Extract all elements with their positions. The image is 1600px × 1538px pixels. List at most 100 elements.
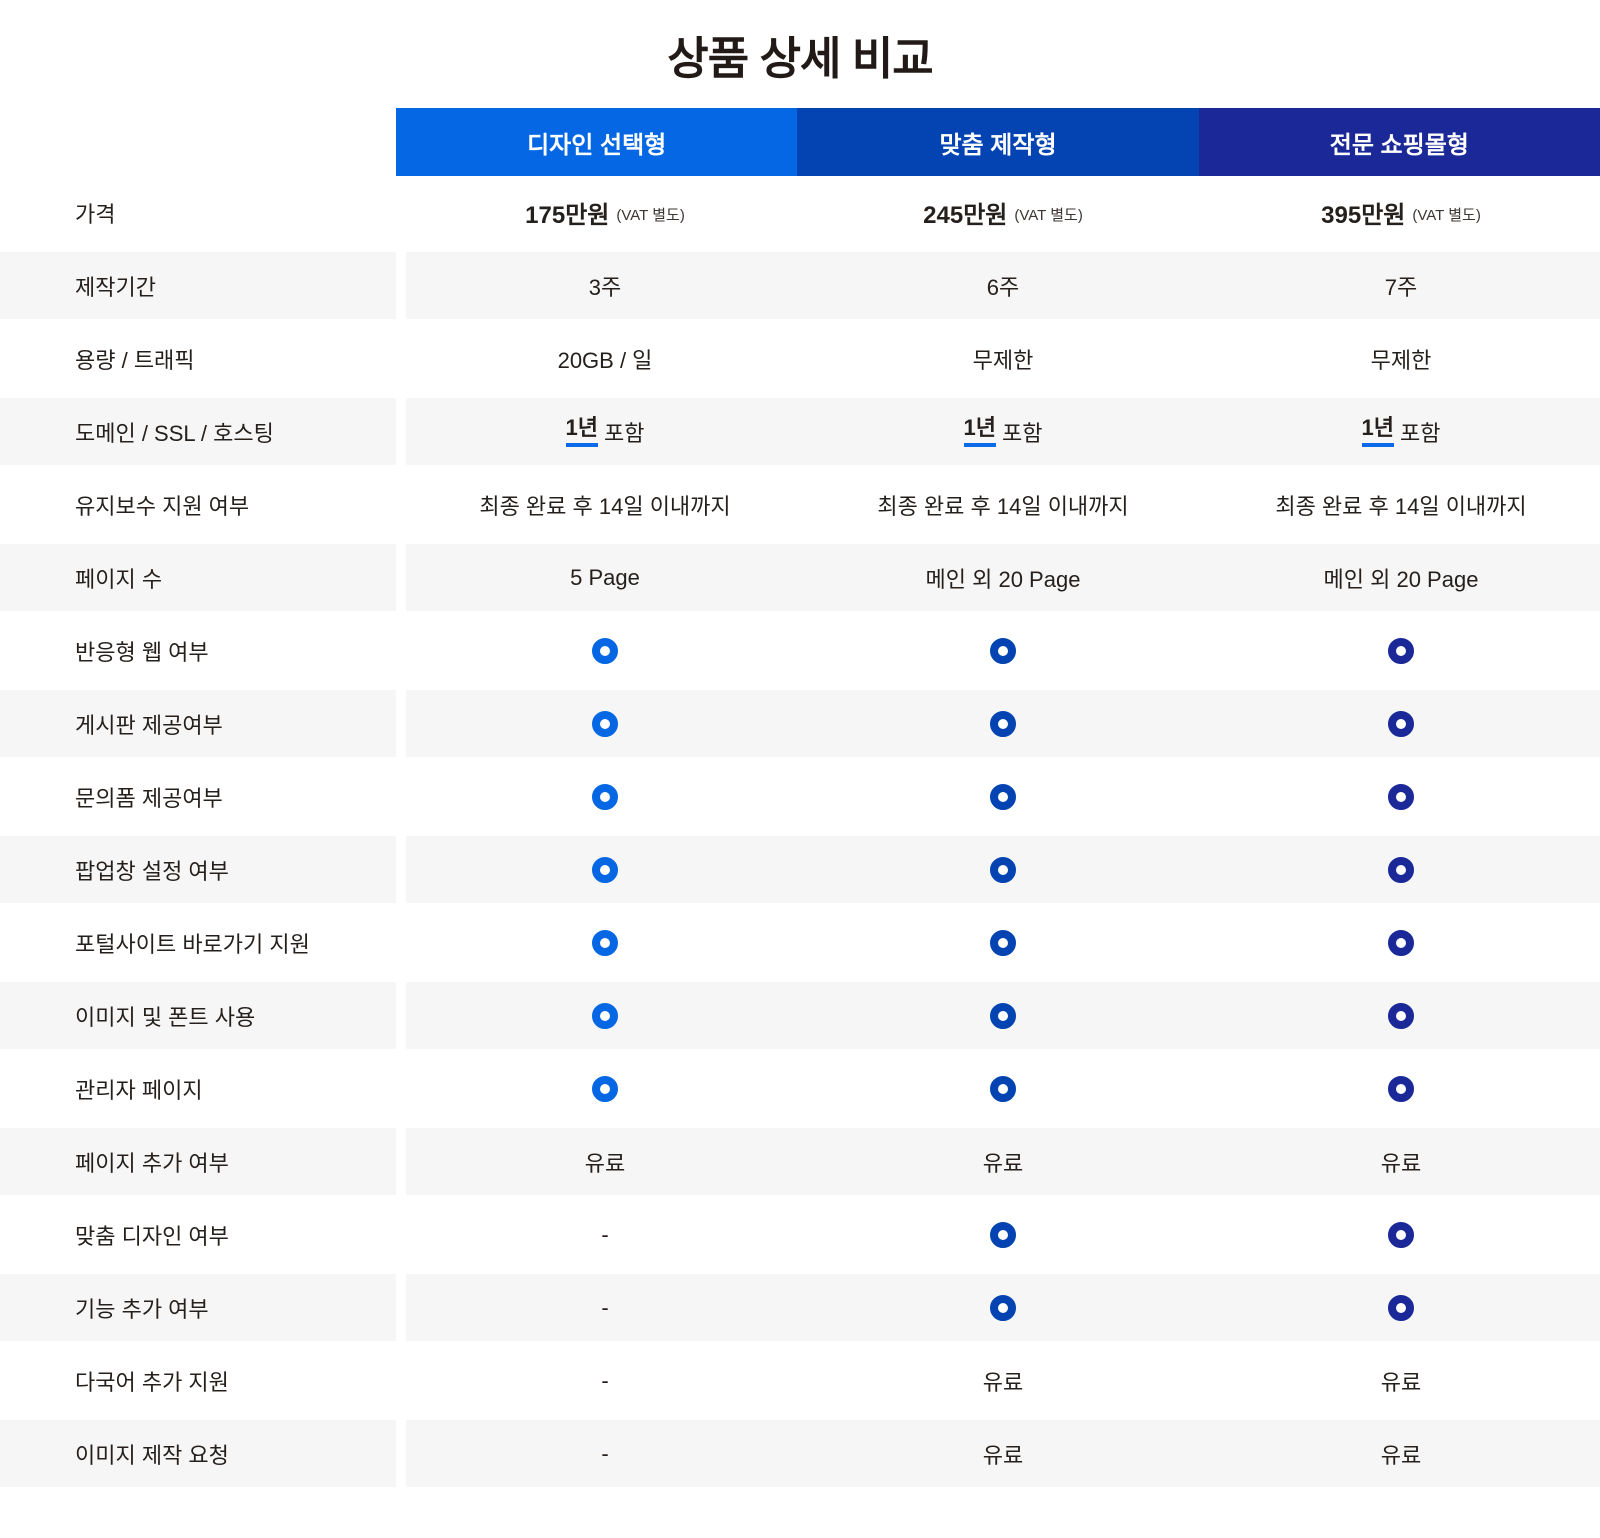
- row-values: [406, 836, 1600, 903]
- cell-domain-included: 1년 포함: [804, 398, 1202, 465]
- cell-included: [1202, 909, 1600, 976]
- row-values: 5 Page 메인 외 20 Page 메인 외 20 Page: [406, 544, 1600, 611]
- cell-text: 유료: [982, 1442, 1024, 1468]
- underlined-term: 1년: [963, 416, 996, 447]
- cell-included: [406, 763, 804, 830]
- cell-included: [804, 617, 1202, 684]
- table-row: 반응형 웹 여부: [0, 614, 1600, 687]
- row-values: 최종 완료 후 14일 이내까지 최종 완료 후 14일 이내까지 최종 완료 후 …: [406, 471, 1600, 538]
- cell-price: 175만원 (VAT 별도): [406, 179, 804, 246]
- row-values: 175만원 (VAT 별도) 245만원 (VAT 별도) 395만원 (VAT 별도): [406, 179, 1600, 246]
- cell-included: [406, 690, 804, 757]
- row-values: 3주 6주 7주: [406, 252, 1600, 319]
- cell-included: [804, 909, 1202, 976]
- row-label: 반응형 웹 여부: [75, 639, 209, 665]
- check-circle-icon: [990, 710, 1016, 737]
- row-label: 문의폼 제공여부: [75, 785, 223, 811]
- check-circle-icon: [592, 1075, 618, 1102]
- cell-included: [1202, 763, 1600, 830]
- table-row: 도메인 / SSL / 호스팅 1년 포함 1년 포함 1년 포함: [0, 395, 1600, 468]
- cell-included: [1202, 1055, 1600, 1122]
- row-label: 가격: [75, 201, 116, 227]
- cell-text: 유료: [584, 1150, 626, 1176]
- table-row: 이미지 및 폰트 사용: [0, 979, 1600, 1052]
- row-values: [406, 763, 1600, 830]
- cell-text: 최종 완료 후 14일 이내까지: [479, 493, 731, 519]
- row-label: 관리자 페이지: [75, 1077, 203, 1103]
- underline-rest-text: 포함: [1400, 420, 1441, 446]
- column-header-pro-shopping-mall: 전문 쇼핑몰형: [1198, 108, 1600, 176]
- row-label: 용량 / 트래픽: [75, 347, 195, 373]
- check-circle-icon: [1388, 1294, 1414, 1321]
- cell-included: [406, 1055, 804, 1122]
- cell-text: 무제한: [972, 347, 1034, 373]
- underline-rest-text: 포함: [1002, 420, 1043, 446]
- row-label: 제작기간: [0, 252, 396, 319]
- check-circle-icon: [990, 856, 1016, 883]
- underlined-term: 1년: [565, 416, 598, 447]
- row-label: 포털사이트 바로가기 지원: [75, 931, 310, 957]
- cell-text: 유료: [1380, 1369, 1422, 1395]
- row-label: 맞춤 디자인 여부: [75, 1223, 229, 1249]
- table-row: 다국어 추가 지원 - 유료 유료: [0, 1344, 1600, 1417]
- cell-included: [1202, 836, 1600, 903]
- cell-included: [406, 836, 804, 903]
- row-values: - 유료 유료: [406, 1347, 1600, 1414]
- cell-not-available: -: [601, 1440, 609, 1466]
- check-circle-icon: [990, 1221, 1016, 1248]
- cell-text: 유료: [1380, 1150, 1422, 1176]
- check-circle-icon: [1388, 783, 1414, 810]
- row-label: 게시판 제공여부: [0, 690, 396, 757]
- cell-price: 395만원 (VAT 별도): [1202, 179, 1600, 246]
- cell-included: [804, 1274, 1202, 1341]
- row-label: 페이지 수: [0, 544, 396, 611]
- check-circle-icon: [592, 1002, 618, 1029]
- cell-not-available: -: [601, 1367, 609, 1393]
- table-body: 가격 175만원 (VAT 별도) 245만원 (VAT 별도) 395만원 (VAT 별도…: [0, 176, 1600, 1490]
- table-row: 관리자 페이지: [0, 1052, 1600, 1125]
- check-circle-icon: [990, 1002, 1016, 1029]
- row-label: 페이지 추가 여부: [0, 1128, 396, 1195]
- check-circle-icon: [592, 783, 618, 810]
- cell-text: 메인 외 20 Page: [925, 566, 1081, 592]
- cell-text: 7주: [1384, 274, 1418, 300]
- table-row: 가격 175만원 (VAT 별도) 245만원 (VAT 별도) 395만원 (VAT 별도…: [0, 176, 1600, 249]
- cell-text: 최종 완료 후 14일 이내까지: [1275, 493, 1527, 519]
- cell-included: [804, 1055, 1202, 1122]
- row-label: 유지보수 지원 여부: [75, 493, 250, 519]
- row-values: [406, 909, 1600, 976]
- price-amount: 245만원: [923, 202, 1008, 229]
- price-amount: 395만원: [1321, 202, 1406, 229]
- cell-included: [804, 690, 1202, 757]
- cell-text: 6주: [986, 274, 1020, 300]
- cell-included: [804, 836, 1202, 903]
- column-header-custom-build: 맞춤 제작형: [797, 108, 1199, 176]
- cell-text: 유료: [982, 1369, 1024, 1395]
- row-values: 유료 유료 유료: [406, 1128, 1600, 1195]
- table-row: 페이지 수 5 Page 메인 외 20 Page 메인 외 20 Page: [0, 541, 1600, 614]
- row-values: -: [406, 1274, 1600, 1341]
- cell-included: [804, 1201, 1202, 1268]
- cell-included: [1202, 1201, 1600, 1268]
- table-row: 문의폼 제공여부: [0, 760, 1600, 833]
- comparison-table: 디자인 선택형 맞춤 제작형 전문 쇼핑몰형 가격 175만원 (VAT 별도) 24…: [0, 108, 1600, 1490]
- underlined-term: 1년: [1361, 416, 1394, 447]
- cell-domain-included: 1년 포함: [406, 398, 804, 465]
- table-header-row: 디자인 선택형 맞춤 제작형 전문 쇼핑몰형: [396, 108, 1600, 176]
- check-circle-icon: [592, 929, 618, 956]
- row-values: [406, 1055, 1600, 1122]
- cell-text: 3주: [588, 274, 622, 300]
- row-label: 팝업창 설정 여부: [0, 836, 396, 903]
- check-circle-icon: [1388, 710, 1414, 737]
- underline-rest-text: 포함: [604, 420, 645, 446]
- table-row: 포털사이트 바로가기 지원: [0, 906, 1600, 979]
- check-circle-icon: [1388, 929, 1414, 956]
- cell-not-available: -: [601, 1294, 609, 1320]
- cell-text: 유료: [982, 1150, 1024, 1176]
- price-amount: 175만원: [525, 202, 610, 229]
- cell-price: 245만원 (VAT 별도): [804, 179, 1202, 246]
- check-circle-icon: [990, 929, 1016, 956]
- cell-included: [804, 982, 1202, 1049]
- cell-text: 메인 외 20 Page: [1323, 566, 1479, 592]
